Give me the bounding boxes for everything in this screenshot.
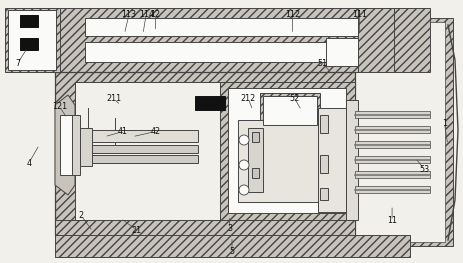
- Text: 41: 41: [118, 127, 128, 136]
- Bar: [5, 8, 60, 72]
- Text: 52: 52: [289, 94, 299, 103]
- Bar: [354, 111, 429, 118]
- Bar: [345, 100, 357, 220]
- Bar: [55, 235, 409, 257]
- Bar: [325, 38, 357, 66]
- Bar: [349, 18, 452, 246]
- Circle shape: [238, 135, 249, 145]
- Bar: [354, 22, 444, 242]
- Bar: [85, 42, 384, 62]
- Circle shape: [238, 160, 249, 170]
- Bar: [354, 156, 429, 163]
- Bar: [238, 120, 319, 202]
- Bar: [20, 15, 38, 27]
- Bar: [319, 188, 327, 200]
- Bar: [319, 115, 327, 133]
- Text: 21: 21: [131, 226, 142, 235]
- Text: 1: 1: [441, 119, 446, 128]
- Bar: [357, 8, 393, 72]
- Bar: [354, 126, 429, 133]
- Circle shape: [238, 185, 249, 195]
- Bar: [194, 96, 225, 110]
- Bar: [55, 72, 354, 235]
- Bar: [20, 38, 38, 50]
- Polygon shape: [55, 95, 75, 195]
- Bar: [8, 10, 56, 70]
- Text: 12: 12: [150, 10, 160, 19]
- Bar: [227, 88, 345, 213]
- Text: 114: 114: [138, 10, 153, 19]
- Text: 111: 111: [351, 10, 366, 19]
- Bar: [354, 141, 429, 148]
- Bar: [259, 93, 319, 128]
- Bar: [251, 168, 258, 178]
- Text: 2: 2: [78, 211, 84, 220]
- Bar: [75, 82, 334, 222]
- Text: 7: 7: [15, 59, 20, 68]
- Bar: [219, 82, 354, 220]
- Bar: [88, 155, 198, 163]
- Text: 121: 121: [52, 102, 67, 111]
- Bar: [80, 128, 92, 166]
- Bar: [75, 82, 219, 220]
- Bar: [317, 108, 345, 212]
- Bar: [263, 96, 316, 125]
- Bar: [22, 8, 429, 72]
- Text: 4: 4: [26, 159, 31, 168]
- Text: 112: 112: [284, 10, 299, 19]
- Bar: [247, 128, 263, 192]
- Text: 113: 113: [121, 10, 136, 19]
- Bar: [60, 115, 75, 175]
- Text: 5: 5: [229, 247, 234, 256]
- Bar: [85, 18, 384, 36]
- Text: 3: 3: [227, 224, 232, 233]
- Text: 51: 51: [317, 59, 327, 68]
- Bar: [55, 220, 354, 238]
- Bar: [72, 115, 80, 175]
- Text: 53: 53: [419, 165, 429, 174]
- Text: 11: 11: [386, 216, 396, 225]
- Text: 42: 42: [150, 127, 160, 136]
- Text: 211: 211: [106, 94, 121, 103]
- Bar: [354, 186, 429, 193]
- Bar: [354, 171, 429, 178]
- Bar: [319, 155, 327, 173]
- Bar: [251, 132, 258, 142]
- Bar: [88, 145, 198, 153]
- Text: 212: 212: [240, 94, 255, 103]
- Bar: [88, 130, 198, 142]
